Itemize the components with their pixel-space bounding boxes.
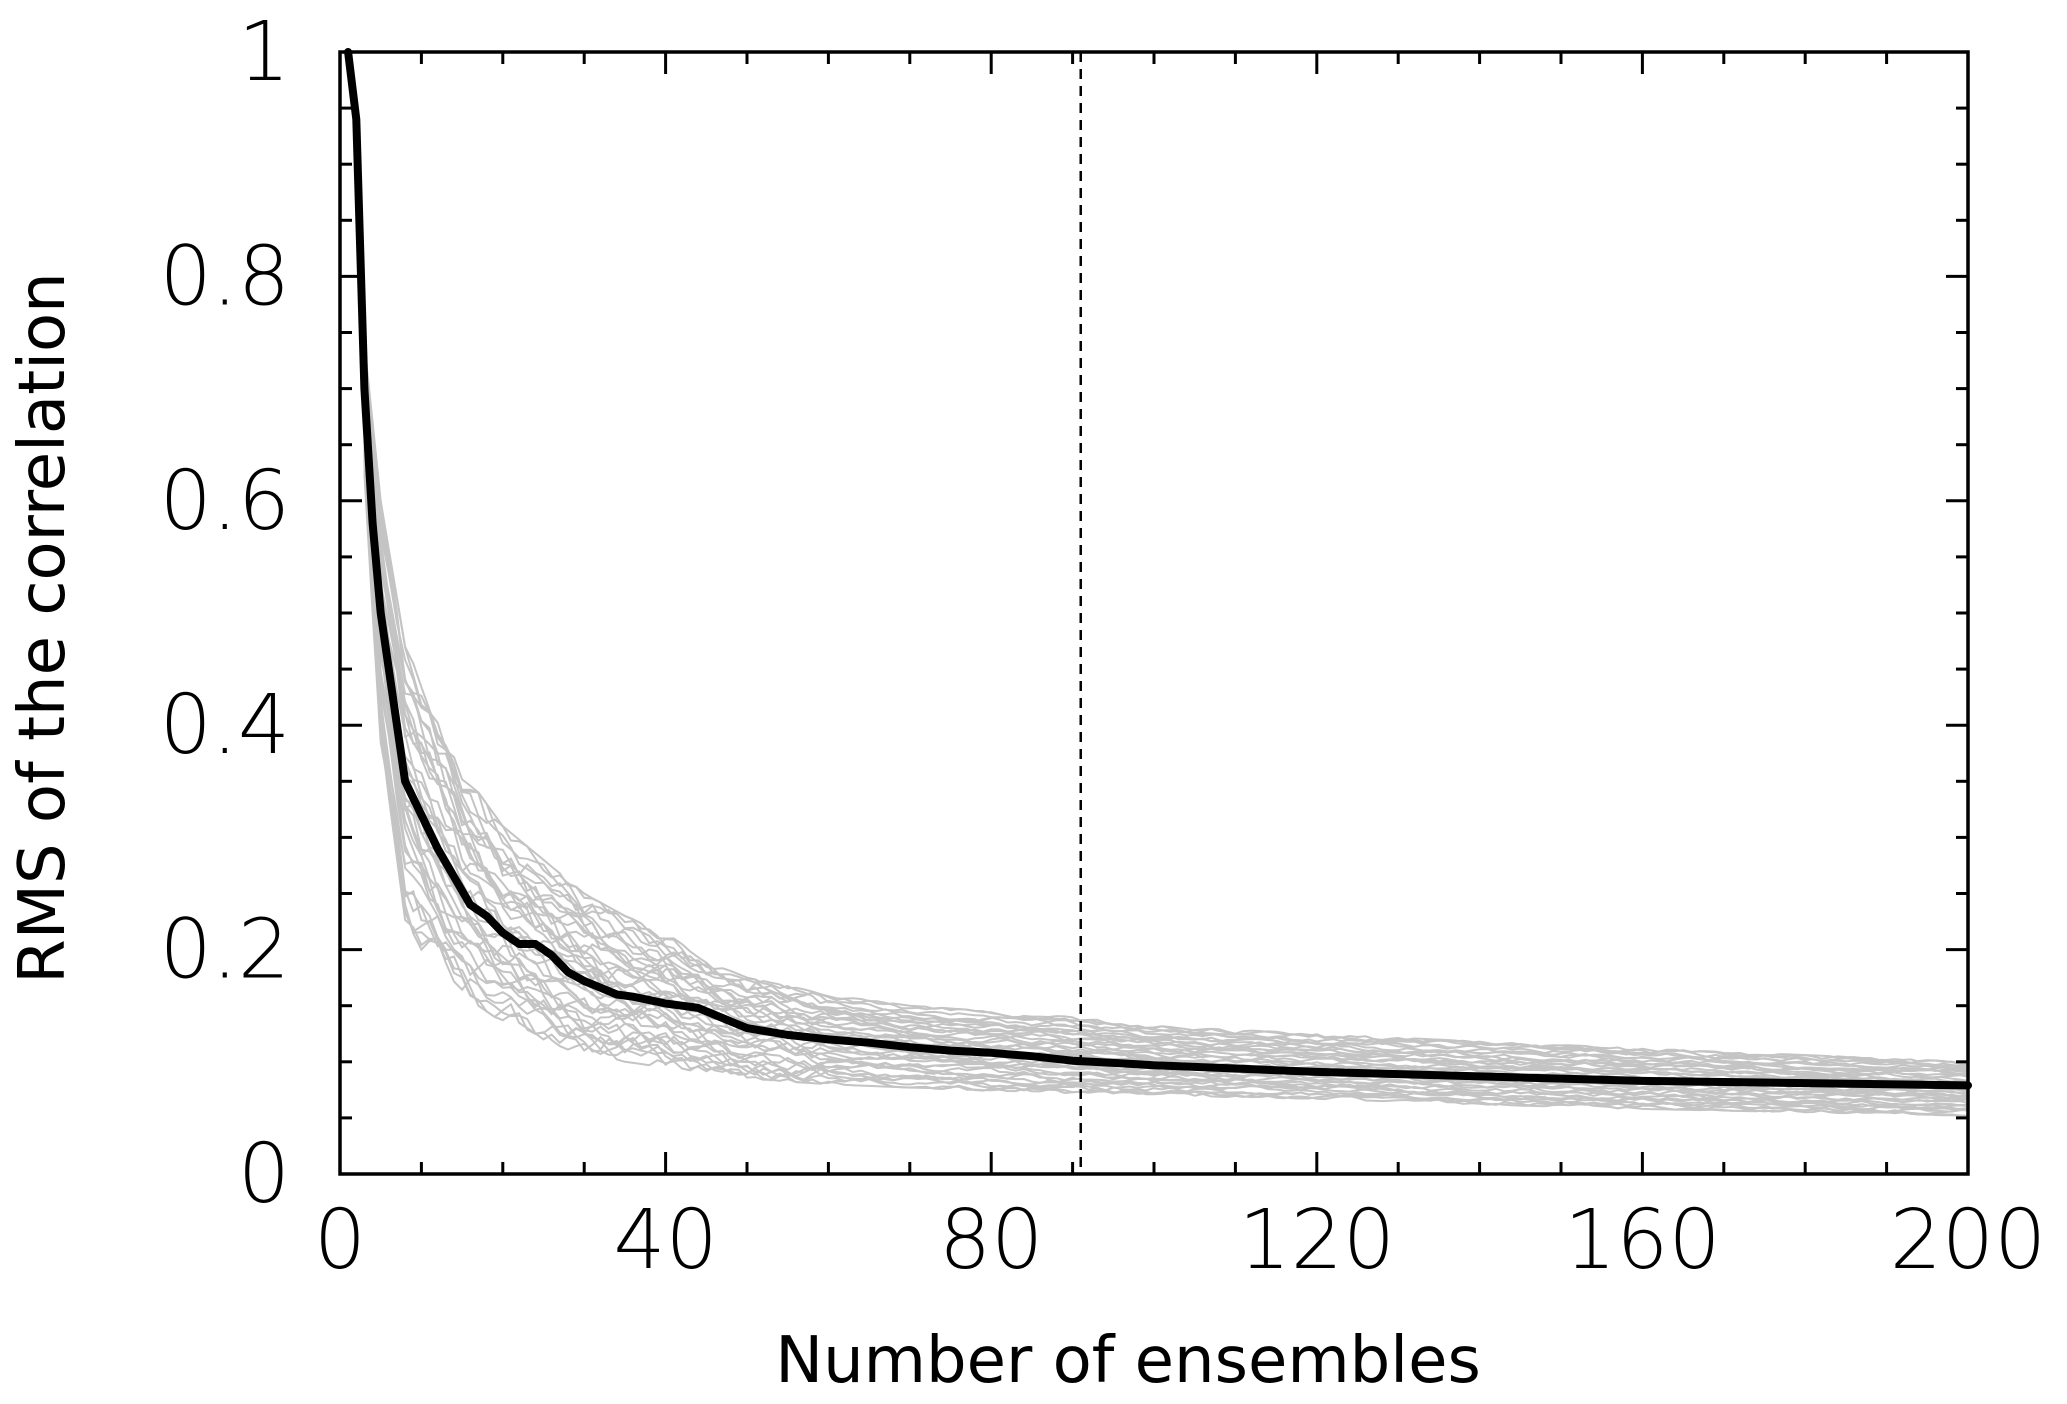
ensemble-member-line [363, 446, 1969, 1101]
x-tick-label: 200 [1890, 1193, 2047, 1288]
x-axis-label: Number of ensembles [775, 1324, 1481, 1398]
mean-line [344, 48, 1972, 1090]
y-tick-label: 0 [238, 1127, 290, 1222]
ensemble-member-line [363, 396, 1969, 1083]
y-tick-label: 0.2 [160, 903, 290, 998]
ensemble-member-line [363, 375, 1969, 1077]
y-tick-label: 0.4 [160, 678, 290, 773]
ensemble-member-line [363, 387, 1969, 1083]
ensemble-member-line [363, 381, 1969, 1077]
ensemble-member-line [363, 427, 1969, 1099]
ensemble-member-line [363, 459, 1969, 1116]
ensemble-member-line [363, 372, 1969, 1073]
ensemble-member-lines [363, 343, 1969, 1117]
ensemble-member-line [363, 356, 1968, 1069]
y-tick-label: 1 [238, 5, 290, 100]
ensemble-member-line [363, 474, 1969, 1117]
x-tick-label: 80 [939, 1193, 1043, 1288]
y-tick-label: 0.8 [160, 229, 290, 324]
x-tick-label: 160 [1564, 1193, 1721, 1288]
ensemble-member-line [363, 449, 1969, 1108]
ensemble-member-line [363, 356, 1969, 1067]
ensemble-member-line [363, 463, 1969, 1113]
ensemble-member-line [363, 400, 1969, 1089]
y-axis-label: RMS of the correlation [6, 272, 80, 983]
ensemble-member-line [363, 437, 1969, 1104]
mean-line-layer [344, 48, 1972, 1090]
tick-labels: 0 40 80 120 160 200 0 0.2 0.4 0.6 0.8 1 [160, 5, 2047, 1288]
ensemble-member-line [363, 470, 1969, 1117]
axis-ticks [338, 50, 1970, 1176]
x-tick-label: 0 [314, 1193, 366, 1288]
x-tick-label: 120 [1239, 1193, 1396, 1288]
ensemble-member-line [363, 354, 1969, 1066]
y-tick-label: 0.6 [160, 454, 290, 549]
ensemble-member-line [363, 458, 1969, 1111]
ensemble-member-line [363, 433, 1969, 1098]
ensemble-member-line [363, 343, 1969, 1065]
x-tick-label: 40 [613, 1193, 717, 1288]
ensemble-member-line [363, 373, 1969, 1075]
ensemble-member-line [363, 440, 1969, 1101]
ensemble-member-line [363, 354, 1969, 1070]
